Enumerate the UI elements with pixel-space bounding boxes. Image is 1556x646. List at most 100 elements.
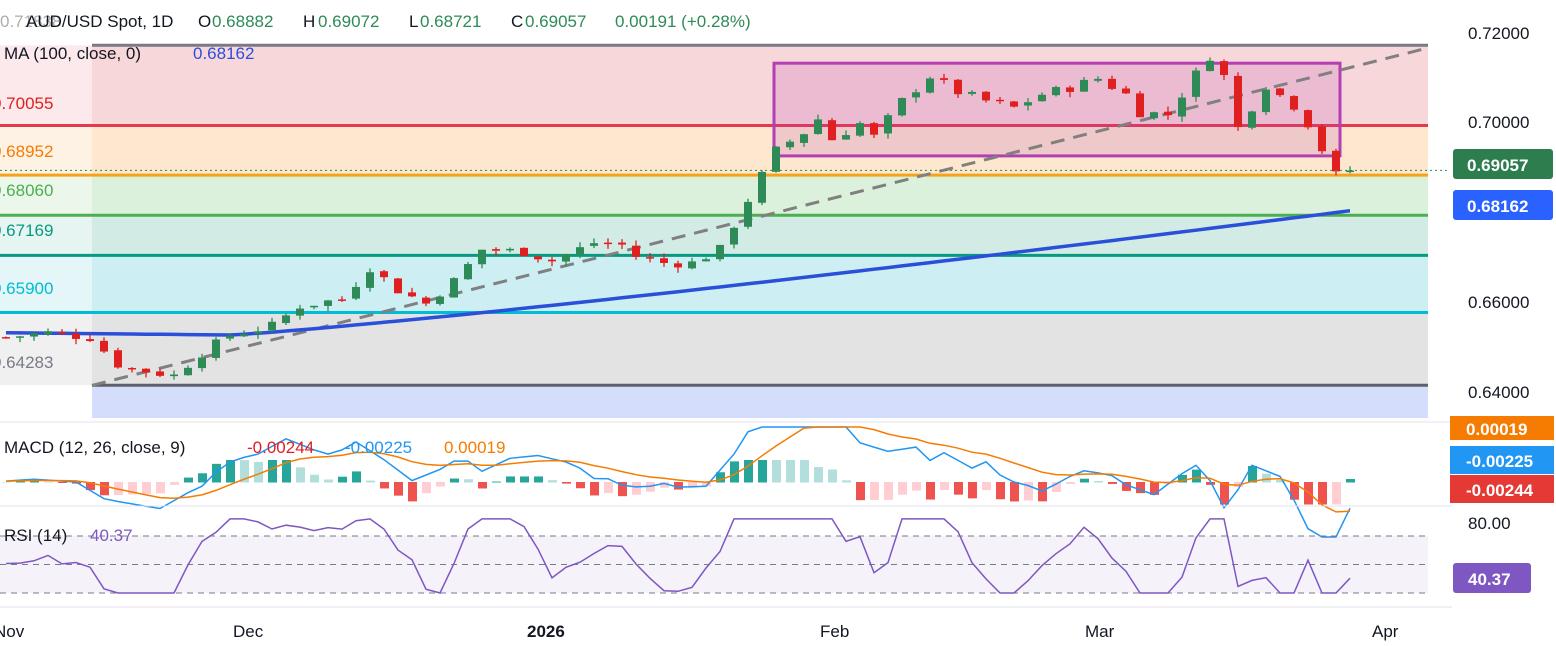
fib-zone (92, 125, 1428, 176)
candle-body (870, 123, 878, 135)
rsi-legend-value: 40.37 (90, 526, 133, 545)
candle-body (534, 256, 542, 260)
candle-body (1178, 97, 1186, 117)
candle-body (86, 339, 94, 342)
candle-body (268, 321, 276, 331)
candle-body (674, 263, 682, 268)
macd-histogram-bar (898, 482, 907, 495)
candle-body (492, 249, 500, 251)
candle-body (1346, 170, 1354, 173)
rsi-panel (0, 505, 1452, 608)
y-tick-064: 0.64000 (1468, 383, 1529, 402)
candle-body (954, 79, 962, 95)
macd-histogram-bar (338, 476, 347, 483)
close-label: C (511, 12, 523, 31)
macd-histogram-bar (954, 482, 963, 495)
fib-zone (92, 385, 1428, 418)
macd-histogram-bar (940, 482, 949, 491)
fib-label-2: 0.68060 (0, 181, 53, 200)
fib-zone-left (0, 312, 92, 386)
candle-body (436, 296, 444, 304)
candle-body (282, 315, 290, 324)
candle-body (1150, 112, 1158, 119)
macd-histogram-bar (394, 482, 403, 496)
fib-zone-left (0, 175, 92, 216)
macd-histogram-bar (268, 460, 277, 483)
rsi-legend-label[interactable]: RSI (14) (4, 526, 67, 545)
low-label: L (409, 12, 418, 31)
candle-body (1290, 96, 1298, 110)
candle-body (996, 99, 1004, 102)
symbol-title[interactable]: AUD/USD Spot, 1D (26, 12, 173, 31)
candle-body (982, 91, 990, 101)
macd-legend-signal: 0.00019 (444, 438, 505, 457)
macd-histogram-bar (520, 476, 529, 483)
candle-body (940, 78, 948, 80)
macd-histogram-bar (884, 482, 893, 500)
macd-legend-label[interactable]: MACD (12, 26, close, 9) (4, 438, 185, 457)
macd-line-tag-text: -0.00225 (1466, 452, 1533, 471)
macd-histogram-bar (170, 482, 179, 485)
candle-body (198, 357, 206, 369)
open-value: 0.68882 (212, 12, 273, 31)
candle-body (660, 258, 668, 263)
candle-body (212, 339, 220, 358)
macd-histogram-bar (772, 460, 781, 483)
fib-label-5: 0.64283 (0, 353, 53, 372)
macd-histogram-bar (282, 460, 291, 483)
rsi-level-tick: 80.00 (1468, 514, 1511, 533)
macd-histogram-bar (1136, 482, 1145, 494)
macd-histogram-bar (30, 480, 39, 483)
candle-body (184, 367, 192, 376)
macd-histogram-bar (492, 481, 501, 483)
candle-body (226, 335, 234, 339)
macd-histogram-bar (786, 460, 795, 483)
candles (2, 57, 1354, 380)
candle-body (590, 243, 598, 246)
macd-histogram-bar (632, 482, 641, 495)
macd-histogram-bar (1248, 466, 1257, 483)
macd-histogram-bar (968, 482, 977, 499)
candle-body (450, 278, 458, 298)
candle-body (128, 367, 136, 370)
y-tick-070: 0.70000 (1468, 113, 1529, 132)
candle-body (1108, 78, 1116, 89)
candle-body (1052, 87, 1060, 96)
candle-body (898, 98, 906, 116)
candle-body (170, 374, 178, 377)
macd-histogram-bar (226, 460, 235, 483)
candle-body (1318, 126, 1326, 152)
macd-histogram-bar (688, 482, 697, 488)
macd-histogram-bar (352, 471, 361, 483)
macd-histogram-bar (758, 460, 767, 483)
candle-body (100, 340, 108, 352)
macd-legend-macd: -0.00225 (345, 438, 412, 457)
macd-histogram-bar (436, 482, 445, 487)
ma-price-tag (1453, 190, 1553, 220)
candle-body (548, 259, 556, 262)
candle-body (1276, 88, 1284, 96)
macd-histogram-bar (576, 482, 585, 489)
macd-histogram-bar (604, 482, 613, 494)
candle-body (702, 259, 710, 262)
candle-body (408, 292, 416, 297)
ma-legend-value: 0.68162 (193, 44, 254, 63)
macd-histogram-bar (730, 461, 739, 483)
x-tick-nov: Nov (0, 622, 25, 641)
ma-price-tag-text: 0.68162 (1467, 197, 1528, 216)
candle-body (716, 244, 724, 260)
signal-line (5, 426, 1351, 513)
macd-histogram-bar (1220, 482, 1229, 505)
candle-body (310, 305, 318, 308)
macd-histogram-bar (548, 480, 557, 483)
candle-body (324, 300, 332, 306)
candle-body (2, 337, 10, 339)
macd-histogram-bar (240, 460, 249, 483)
ma-legend-label[interactable]: MA (100, close, 0) (4, 44, 141, 63)
rsi-value-tag-text: 40.37 (1468, 570, 1511, 589)
candle-body (1234, 75, 1242, 128)
candle-body (632, 245, 640, 257)
candle-body (58, 332, 66, 334)
macd-histogram-bar (254, 461, 263, 483)
macd-histogram-bar (450, 478, 459, 483)
